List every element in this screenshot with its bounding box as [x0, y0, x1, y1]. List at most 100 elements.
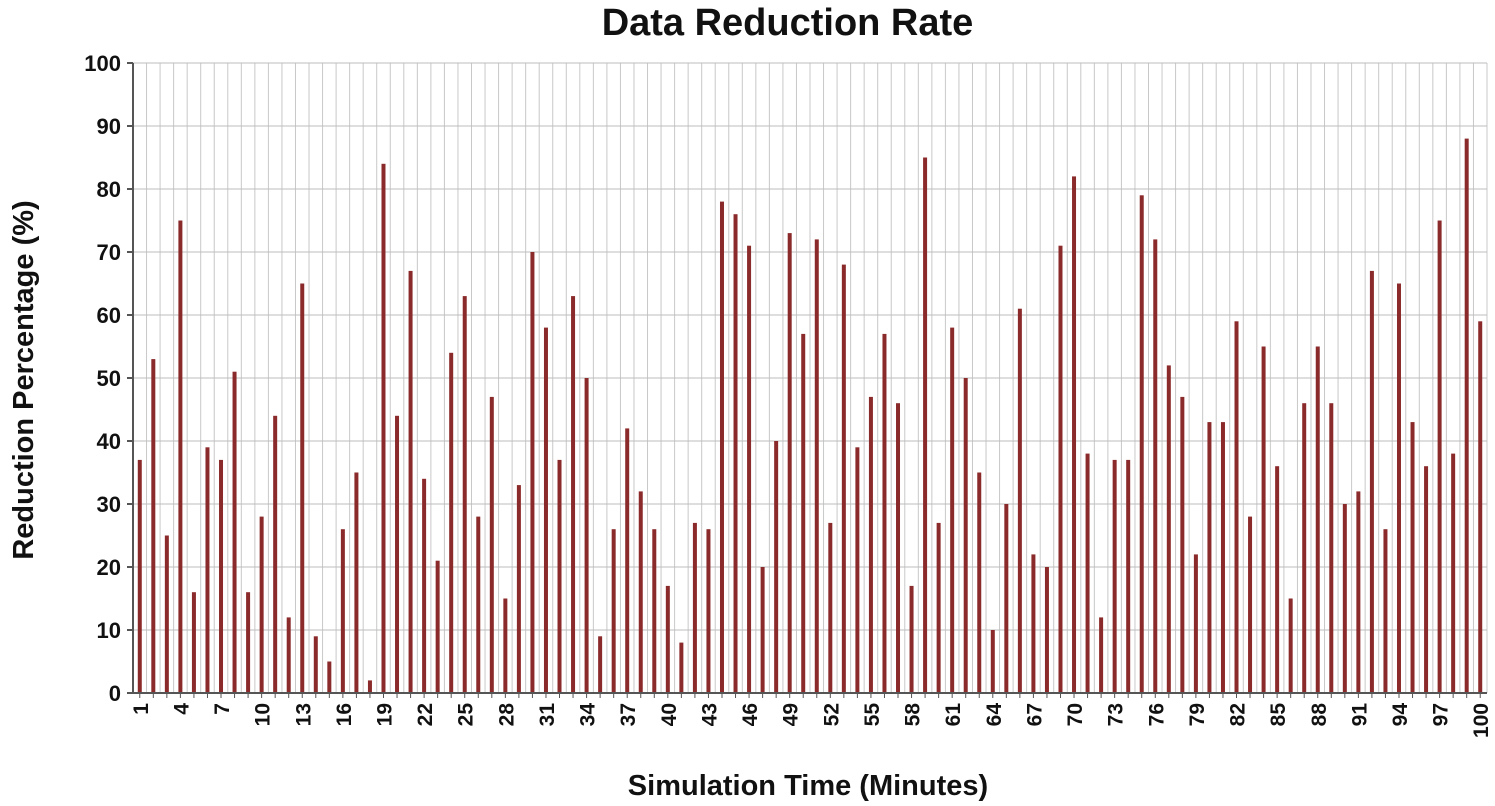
- y-tick-label: 0: [109, 681, 121, 706]
- bar: [1464, 138, 1469, 694]
- bar: [273, 415, 278, 693]
- bar: [340, 529, 345, 693]
- bar: [638, 491, 643, 693]
- bar: [408, 270, 413, 693]
- bar: [652, 529, 657, 693]
- bar: [462, 296, 467, 693]
- bar: [1396, 283, 1401, 693]
- bar: [801, 333, 806, 693]
- y-tick-label: 90: [97, 114, 121, 139]
- x-tick-label: 22: [414, 703, 437, 726]
- x-tick-label: 97: [1430, 703, 1453, 726]
- bar: [435, 560, 440, 693]
- x-tick-label: 67: [1023, 703, 1046, 726]
- bar: [1302, 403, 1307, 693]
- bar: [1437, 220, 1442, 693]
- bar: [164, 535, 169, 693]
- bar: [1193, 554, 1198, 693]
- bar: [543, 327, 548, 693]
- x-tick-labels: 1 4 7 10 13 16 19 22 25 28 31 34 37 40 43 46 49 52 55 58 61 6…: [130, 703, 1493, 738]
- gridlines: [132, 62, 1488, 694]
- x-tick-label: 28: [495, 703, 518, 727]
- bar: [191, 592, 196, 693]
- bar: [855, 447, 860, 693]
- bar: [787, 233, 792, 693]
- bar: [923, 157, 928, 693]
- x-tick-label: 88: [1308, 703, 1331, 727]
- x-tick-label: 82: [1227, 703, 1250, 726]
- y-tick-label: 30: [97, 492, 121, 517]
- y-tick-label: 10: [97, 618, 121, 643]
- bar: [1207, 422, 1212, 693]
- bar: [774, 441, 779, 693]
- y-tick-label: 40: [97, 429, 121, 454]
- x-axis-label: Simulation Time (Minutes): [628, 770, 988, 802]
- x-tick-label: 70: [1064, 703, 1087, 726]
- bar: [1356, 491, 1361, 693]
- x-tick-label: 19: [373, 703, 396, 726]
- bar: [286, 617, 291, 693]
- bar: [1085, 453, 1090, 693]
- x-tick-label: 94: [1389, 703, 1412, 727]
- bar: [422, 478, 427, 693]
- x-tick-label: 1: [130, 703, 153, 715]
- x-tick-label: 46: [739, 703, 762, 726]
- bar: [625, 428, 630, 693]
- x-tick-label: 61: [942, 703, 965, 727]
- bar: [137, 459, 142, 693]
- bar: [571, 296, 576, 693]
- bars: [137, 138, 1483, 694]
- bar: [990, 630, 995, 693]
- bar: [300, 283, 305, 693]
- y-tick-label: 70: [97, 240, 121, 265]
- x-tick-label: 91: [1348, 703, 1371, 727]
- bar: [1329, 403, 1334, 693]
- bar: [1288, 598, 1293, 693]
- bar: [1220, 422, 1225, 693]
- bar: [327, 661, 332, 693]
- x-tick-label: 25: [455, 703, 478, 727]
- bar: [828, 522, 833, 693]
- bar: [381, 163, 386, 694]
- x-tick-label: 4: [170, 703, 193, 715]
- bar: [1112, 459, 1117, 693]
- x-tick-label: 13: [292, 703, 315, 726]
- bar: [896, 403, 901, 693]
- x-tick-label: 52: [820, 703, 843, 726]
- chart-title: Data Reduction Rate: [601, 2, 974, 44]
- bar: [1099, 617, 1104, 693]
- x-tick-label: 49: [780, 703, 803, 726]
- bar: [733, 214, 738, 693]
- bar: [1248, 516, 1253, 693]
- x-tick-label: 58: [902, 703, 925, 727]
- x-tick-label: 85: [1267, 703, 1290, 727]
- bar: [1044, 567, 1049, 693]
- bar: [1478, 321, 1483, 693]
- axes: [127, 62, 1487, 698]
- bar: [246, 592, 251, 693]
- x-tick-label: 16: [333, 703, 356, 726]
- bar: [449, 352, 454, 693]
- x-tick-label: 64: [983, 703, 1006, 727]
- bar: [719, 201, 724, 693]
- bar: [1166, 365, 1171, 693]
- bar: [598, 636, 603, 693]
- bar: [1451, 453, 1456, 693]
- x-tick-label: 7: [211, 703, 234, 715]
- bar: [814, 239, 819, 693]
- bar: [1424, 466, 1429, 693]
- bar: [882, 333, 887, 693]
- bar: [1315, 346, 1320, 693]
- x-tick-label: 34: [577, 703, 600, 727]
- bar: [611, 529, 616, 693]
- bar: [1261, 346, 1266, 693]
- y-tick-label: 50: [97, 366, 121, 391]
- bar: [950, 327, 955, 693]
- bar: [1234, 321, 1239, 693]
- bar: [313, 636, 318, 693]
- bar: [692, 522, 697, 693]
- bar: [354, 472, 359, 693]
- bar: [706, 529, 711, 693]
- bar: [489, 396, 494, 693]
